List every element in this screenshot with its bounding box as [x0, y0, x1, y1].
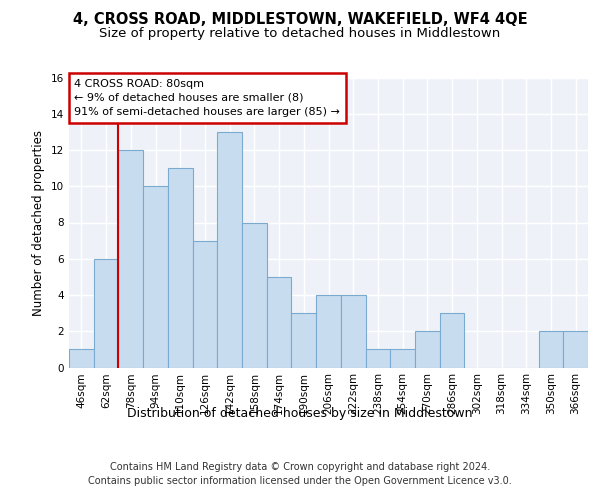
Bar	[242, 222, 267, 368]
Bar	[563, 331, 588, 368]
Bar	[365, 350, 390, 368]
Bar	[217, 132, 242, 368]
Bar	[267, 277, 292, 368]
Bar	[118, 150, 143, 368]
Bar	[341, 295, 365, 368]
Bar	[168, 168, 193, 368]
Text: 4 CROSS ROAD: 80sqm
← 9% of detached houses are smaller (8)
91% of semi-detached: 4 CROSS ROAD: 80sqm ← 9% of detached hou…	[74, 79, 340, 117]
Bar	[193, 240, 217, 368]
Text: Contains HM Land Registry data © Crown copyright and database right 2024.: Contains HM Land Registry data © Crown c…	[110, 462, 490, 472]
Text: Size of property relative to detached houses in Middlestown: Size of property relative to detached ho…	[100, 28, 500, 40]
Bar	[94, 259, 118, 368]
Bar	[292, 313, 316, 368]
Y-axis label: Number of detached properties: Number of detached properties	[32, 130, 46, 316]
Text: Contains public sector information licensed under the Open Government Licence v3: Contains public sector information licen…	[88, 476, 512, 486]
Bar	[143, 186, 168, 368]
Bar	[539, 331, 563, 368]
Text: 4, CROSS ROAD, MIDDLESTOWN, WAKEFIELD, WF4 4QE: 4, CROSS ROAD, MIDDLESTOWN, WAKEFIELD, W…	[73, 12, 527, 28]
Bar	[440, 313, 464, 368]
Bar	[415, 331, 440, 368]
Bar	[316, 295, 341, 368]
Bar	[69, 350, 94, 368]
Text: Distribution of detached houses by size in Middlestown: Distribution of detached houses by size …	[127, 408, 473, 420]
Bar	[390, 350, 415, 368]
